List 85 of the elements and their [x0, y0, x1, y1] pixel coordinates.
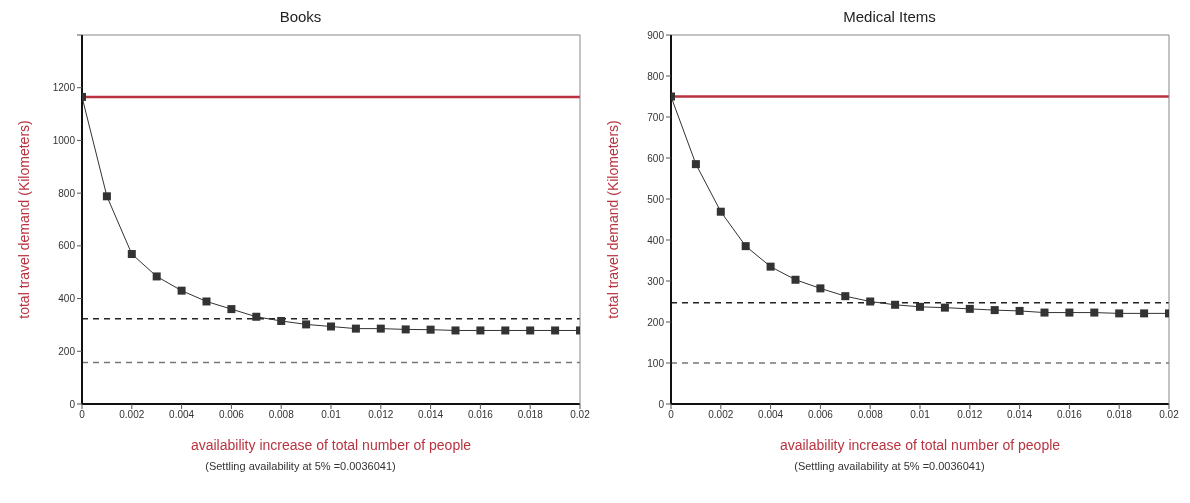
point — [891, 300, 900, 309]
y-axis-title: total travel demand (Kilometers) — [604, 120, 621, 319]
x-axis-title: availability increase of total number of people — [779, 437, 1061, 453]
x-tick-label: 0.004 — [169, 409, 195, 421]
y-tick-label: 0 — [69, 398, 76, 410]
x-tick-label: 0.006 — [807, 409, 834, 421]
y-tick-label: 1200 — [52, 82, 76, 94]
x-tick-label: 0.002 — [119, 409, 145, 421]
text: (Settling availability at 5% =0.0036041) — [204, 460, 397, 472]
point — [102, 192, 111, 201]
point — [526, 326, 535, 335]
y-tick-label: 500 — [647, 193, 665, 205]
point — [401, 325, 410, 334]
x-tick-label: 0.014 — [418, 409, 444, 421]
point — [1090, 308, 1099, 317]
y-tick-label: 200 — [647, 316, 665, 328]
x-tick-label: 0.02 — [1159, 409, 1180, 421]
x-axis-title: availability increase of total number of people — [190, 437, 472, 453]
point — [816, 284, 825, 293]
point — [551, 326, 560, 335]
point — [451, 326, 460, 335]
y-axis-title: total travel demand (Kilometers) — [15, 120, 32, 319]
x-tick-label: 0.012 — [957, 409, 983, 421]
point — [1115, 309, 1124, 318]
point — [1015, 306, 1024, 315]
x-tick-label: 0.018 — [1106, 409, 1133, 421]
x-tick-label: 0.01 — [321, 409, 342, 421]
point — [152, 272, 161, 281]
x-tick-label: 0.004 — [758, 409, 784, 421]
point — [965, 304, 974, 313]
y-tick-label: 900 — [647, 29, 665, 41]
point — [426, 325, 435, 334]
point — [327, 322, 335, 331]
point — [252, 312, 261, 321]
point — [127, 250, 136, 259]
point — [916, 302, 924, 311]
point — [841, 292, 850, 301]
y-tick-label: 700 — [647, 111, 665, 123]
y-tick-label: 400 — [647, 234, 665, 246]
y-tick-label: 100 — [647, 357, 665, 369]
y-tick-label: 200 — [58, 345, 76, 357]
x-tick-label: 0.016 — [467, 409, 494, 421]
x-tick-label: 0.008 — [268, 409, 295, 421]
point — [1040, 308, 1049, 317]
point — [177, 286, 186, 295]
x-tick-label: 0 — [668, 409, 675, 421]
y-tick-label: 0 — [658, 398, 665, 410]
x-tick-label: 0.006 — [218, 409, 245, 421]
x-tick-label: 0.02 — [570, 409, 591, 421]
point — [501, 326, 510, 335]
point — [990, 306, 999, 315]
chart-title: Books — [278, 8, 323, 27]
y-tick-label: 300 — [647, 275, 665, 287]
point — [691, 160, 700, 169]
point — [716, 207, 725, 216]
x-tick-label: 0.014 — [1007, 409, 1033, 421]
x-tick-label: 0.008 — [857, 409, 884, 421]
x-tick-label: 0.016 — [1056, 409, 1083, 421]
point — [227, 305, 236, 314]
chart-title: Medical Items — [842, 8, 937, 27]
point — [741, 242, 750, 251]
y-tick-label: 800 — [647, 70, 665, 82]
point — [277, 316, 286, 325]
point — [1140, 309, 1149, 318]
point — [376, 324, 385, 333]
point — [302, 320, 311, 329]
text: (Settling availability at 5% =0.0036041) — [793, 460, 986, 472]
point — [940, 303, 949, 312]
y-tick-label: 600 — [647, 152, 665, 164]
point — [866, 297, 875, 306]
point — [476, 326, 485, 335]
point — [766, 262, 775, 271]
x-tick-label: 0.018 — [517, 409, 544, 421]
point — [351, 324, 360, 333]
x-tick-label: 0.01 — [910, 409, 931, 421]
y-tick-label: 600 — [58, 240, 76, 252]
x-tick-label: 0.012 — [368, 409, 394, 421]
point — [202, 297, 211, 306]
x-tick-label: 0.002 — [708, 409, 734, 421]
point — [1065, 308, 1074, 317]
y-tick-label: 400 — [58, 293, 76, 305]
x-tick-label: 0 — [79, 409, 86, 421]
y-tick-label: 800 — [58, 187, 76, 199]
point — [791, 275, 800, 284]
y-tick-label: 1000 — [52, 134, 76, 146]
